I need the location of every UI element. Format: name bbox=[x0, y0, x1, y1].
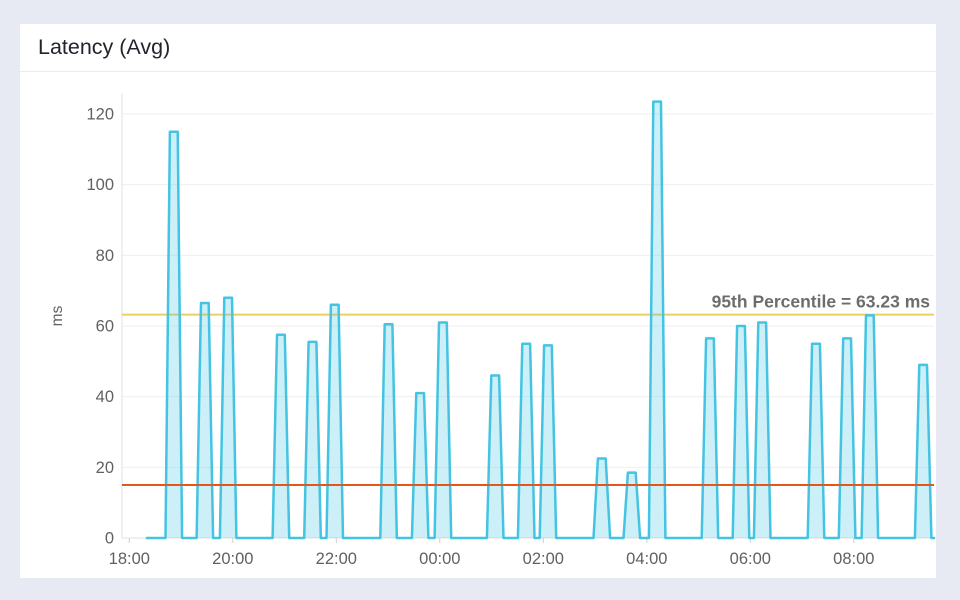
x-tick-label: 02:00 bbox=[523, 550, 564, 568]
chart-title: Latency (Avg) bbox=[38, 35, 171, 59]
x-tick-label: 20:00 bbox=[212, 550, 253, 568]
x-tick-label: 06:00 bbox=[730, 550, 771, 568]
y-tick-label: 120 bbox=[86, 106, 114, 124]
y-tick-label: 0 bbox=[105, 530, 114, 548]
chart-header: Latency (Avg) bbox=[20, 24, 936, 72]
latency-series-area bbox=[146, 101, 934, 538]
latency-chart-card: 0 20 40 60 80 100 120 ms 18:00 20:00 22:00 00:00 02:… bbox=[20, 24, 936, 578]
x-tick-label: 18:00 bbox=[109, 550, 150, 568]
y-axis-unit-label: ms bbox=[49, 305, 66, 326]
95th-percentile-label: 95th Percentile = 63.23 ms bbox=[712, 292, 931, 312]
y-tick-label: 40 bbox=[96, 388, 114, 406]
x-tick-label: 22:00 bbox=[316, 550, 357, 568]
x-tick-label: 08:00 bbox=[833, 550, 874, 568]
latency-chart-svg: 0 20 40 60 80 100 120 ms 18:00 20:00 22:00 00:00 02:… bbox=[49, 93, 936, 568]
x-tick-label: 00:00 bbox=[419, 550, 460, 568]
latency-chart[interactable]: 0 20 40 60 80 100 120 ms 18:00 20:00 22:00 00:00 02:… bbox=[20, 24, 936, 578]
y-tick-label: 80 bbox=[96, 247, 114, 265]
x-tick-label: 04:00 bbox=[626, 550, 667, 568]
latency-series-line bbox=[145, 100, 936, 540]
y-tick-label: 60 bbox=[96, 318, 114, 336]
y-tick-label: 20 bbox=[96, 459, 114, 477]
y-tick-label: 100 bbox=[86, 176, 114, 194]
